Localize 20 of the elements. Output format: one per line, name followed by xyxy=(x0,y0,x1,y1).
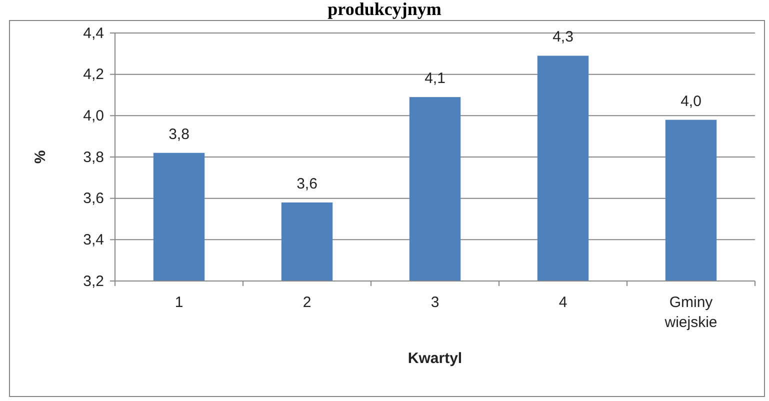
x-tick-label: Gminy wiejskie xyxy=(664,294,718,331)
x-tick-label: 2 xyxy=(302,294,312,311)
chart-title: produkcyjnym xyxy=(328,0,442,19)
y-tick-label: 3,2 xyxy=(83,272,104,290)
y-axis-title: % xyxy=(32,150,49,164)
x-axis-title: Kwartyl xyxy=(408,350,462,367)
data-label: 3,8 xyxy=(168,126,190,143)
x-tick-label: 4 xyxy=(558,294,568,311)
y-tick-label: 4,2 xyxy=(83,66,104,84)
data-label: 4,0 xyxy=(680,92,702,110)
y-tick-label: 4,0 xyxy=(83,107,104,124)
y-tick-label: 4,4 xyxy=(83,24,104,42)
y-tick-label: 3,8 xyxy=(83,148,104,166)
data-label: 3,6 xyxy=(296,175,318,192)
data-label: 4,1 xyxy=(424,70,446,88)
y-tick-label: 3,6 xyxy=(83,190,104,208)
data-label: 4,3 xyxy=(552,28,574,46)
y-tick-label: 3,4 xyxy=(83,231,104,248)
x-tick-label: 1 xyxy=(174,294,184,311)
x-tick-label: 3 xyxy=(430,294,440,311)
